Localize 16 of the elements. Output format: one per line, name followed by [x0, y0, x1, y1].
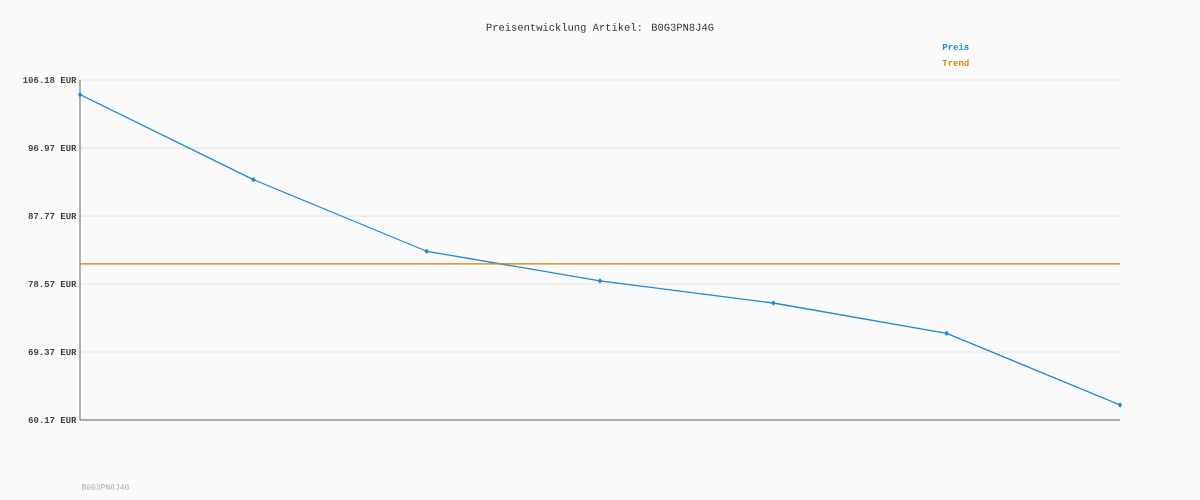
point — [1118, 402, 1122, 408]
point — [771, 300, 776, 306]
chart-title: Preisentwicklung Artikel: B0G3PN8J4G — [486, 23, 714, 33]
text: Preis — [942, 43, 969, 50]
y-tick-label: 78.57 EUR — [28, 280, 77, 288]
point — [424, 248, 429, 254]
point — [78, 92, 82, 98]
text: Trend — [942, 59, 969, 66]
y-tick-label: 87.77 EUR — [28, 212, 77, 220]
y-tick-label: 106.18 EUR — [23, 76, 77, 84]
point — [944, 330, 949, 336]
point — [598, 278, 602, 284]
y-tick-label: 96.97 EUR — [28, 145, 77, 152]
point — [251, 177, 256, 183]
y-tick-label: 69.37 EUR — [28, 348, 77, 356]
y-tick-label: 60.17 EUR — [28, 416, 77, 424]
